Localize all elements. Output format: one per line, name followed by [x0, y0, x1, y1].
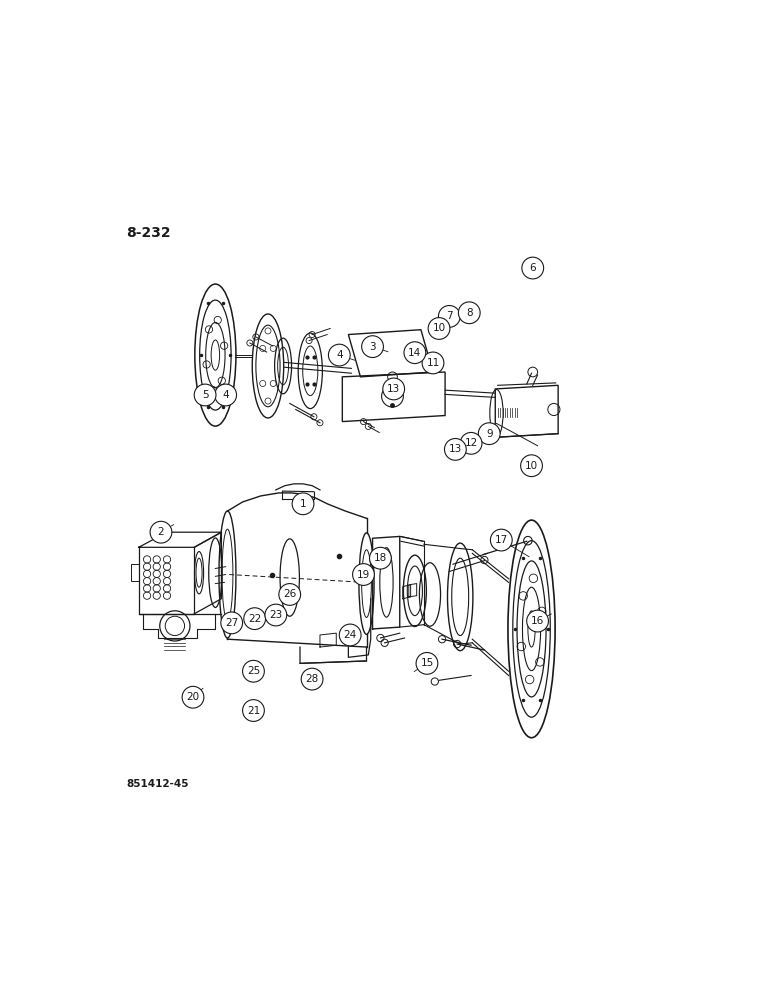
Circle shape	[459, 302, 480, 324]
Circle shape	[292, 493, 314, 515]
Text: 9: 9	[486, 429, 492, 439]
Circle shape	[279, 584, 300, 605]
Text: 18: 18	[374, 553, 387, 563]
Circle shape	[265, 604, 287, 626]
Text: 12: 12	[464, 438, 477, 448]
Text: 11: 11	[427, 358, 440, 368]
Text: 15: 15	[420, 658, 434, 668]
Circle shape	[428, 318, 450, 339]
Circle shape	[383, 378, 405, 400]
Circle shape	[215, 384, 236, 406]
Text: 8: 8	[466, 308, 473, 318]
Text: 5: 5	[202, 390, 208, 400]
Circle shape	[221, 612, 243, 634]
Circle shape	[244, 608, 265, 630]
Text: 6: 6	[530, 263, 536, 273]
Text: 13: 13	[387, 384, 400, 394]
Text: 13: 13	[448, 444, 462, 454]
Circle shape	[422, 352, 444, 374]
Circle shape	[491, 529, 512, 551]
Text: 7: 7	[446, 311, 452, 321]
Circle shape	[362, 336, 384, 358]
Text: 26: 26	[283, 589, 296, 599]
Text: 3: 3	[369, 342, 376, 352]
Text: 21: 21	[246, 706, 260, 716]
Text: 22: 22	[248, 614, 261, 624]
Text: 10: 10	[525, 461, 538, 471]
Circle shape	[150, 521, 172, 543]
Circle shape	[521, 455, 542, 477]
Circle shape	[460, 432, 482, 454]
Text: 27: 27	[225, 618, 239, 628]
Text: 19: 19	[357, 570, 370, 580]
Text: 20: 20	[186, 692, 200, 702]
Circle shape	[522, 257, 544, 279]
Circle shape	[445, 439, 466, 460]
Circle shape	[328, 344, 350, 366]
Circle shape	[438, 306, 460, 327]
Circle shape	[301, 668, 323, 690]
Text: 4: 4	[336, 350, 342, 360]
Text: 23: 23	[269, 610, 282, 620]
Circle shape	[243, 700, 264, 721]
Circle shape	[194, 384, 216, 406]
Circle shape	[182, 686, 204, 708]
Text: 1: 1	[300, 499, 307, 509]
Text: 25: 25	[246, 666, 260, 676]
Circle shape	[339, 624, 361, 646]
Circle shape	[404, 342, 426, 364]
Circle shape	[526, 610, 548, 632]
Circle shape	[416, 652, 438, 674]
Text: 17: 17	[495, 535, 508, 545]
Text: 2: 2	[158, 527, 165, 537]
Text: 851412-45: 851412-45	[126, 779, 189, 789]
Circle shape	[370, 547, 392, 569]
Text: 8-232: 8-232	[126, 226, 171, 240]
Text: 4: 4	[222, 390, 229, 400]
Circle shape	[478, 423, 500, 445]
Circle shape	[243, 660, 264, 682]
Text: 10: 10	[432, 323, 445, 333]
Text: 16: 16	[531, 616, 544, 626]
Text: 28: 28	[306, 674, 319, 684]
Circle shape	[353, 564, 374, 585]
Text: 24: 24	[343, 630, 356, 640]
Text: 14: 14	[408, 348, 421, 358]
